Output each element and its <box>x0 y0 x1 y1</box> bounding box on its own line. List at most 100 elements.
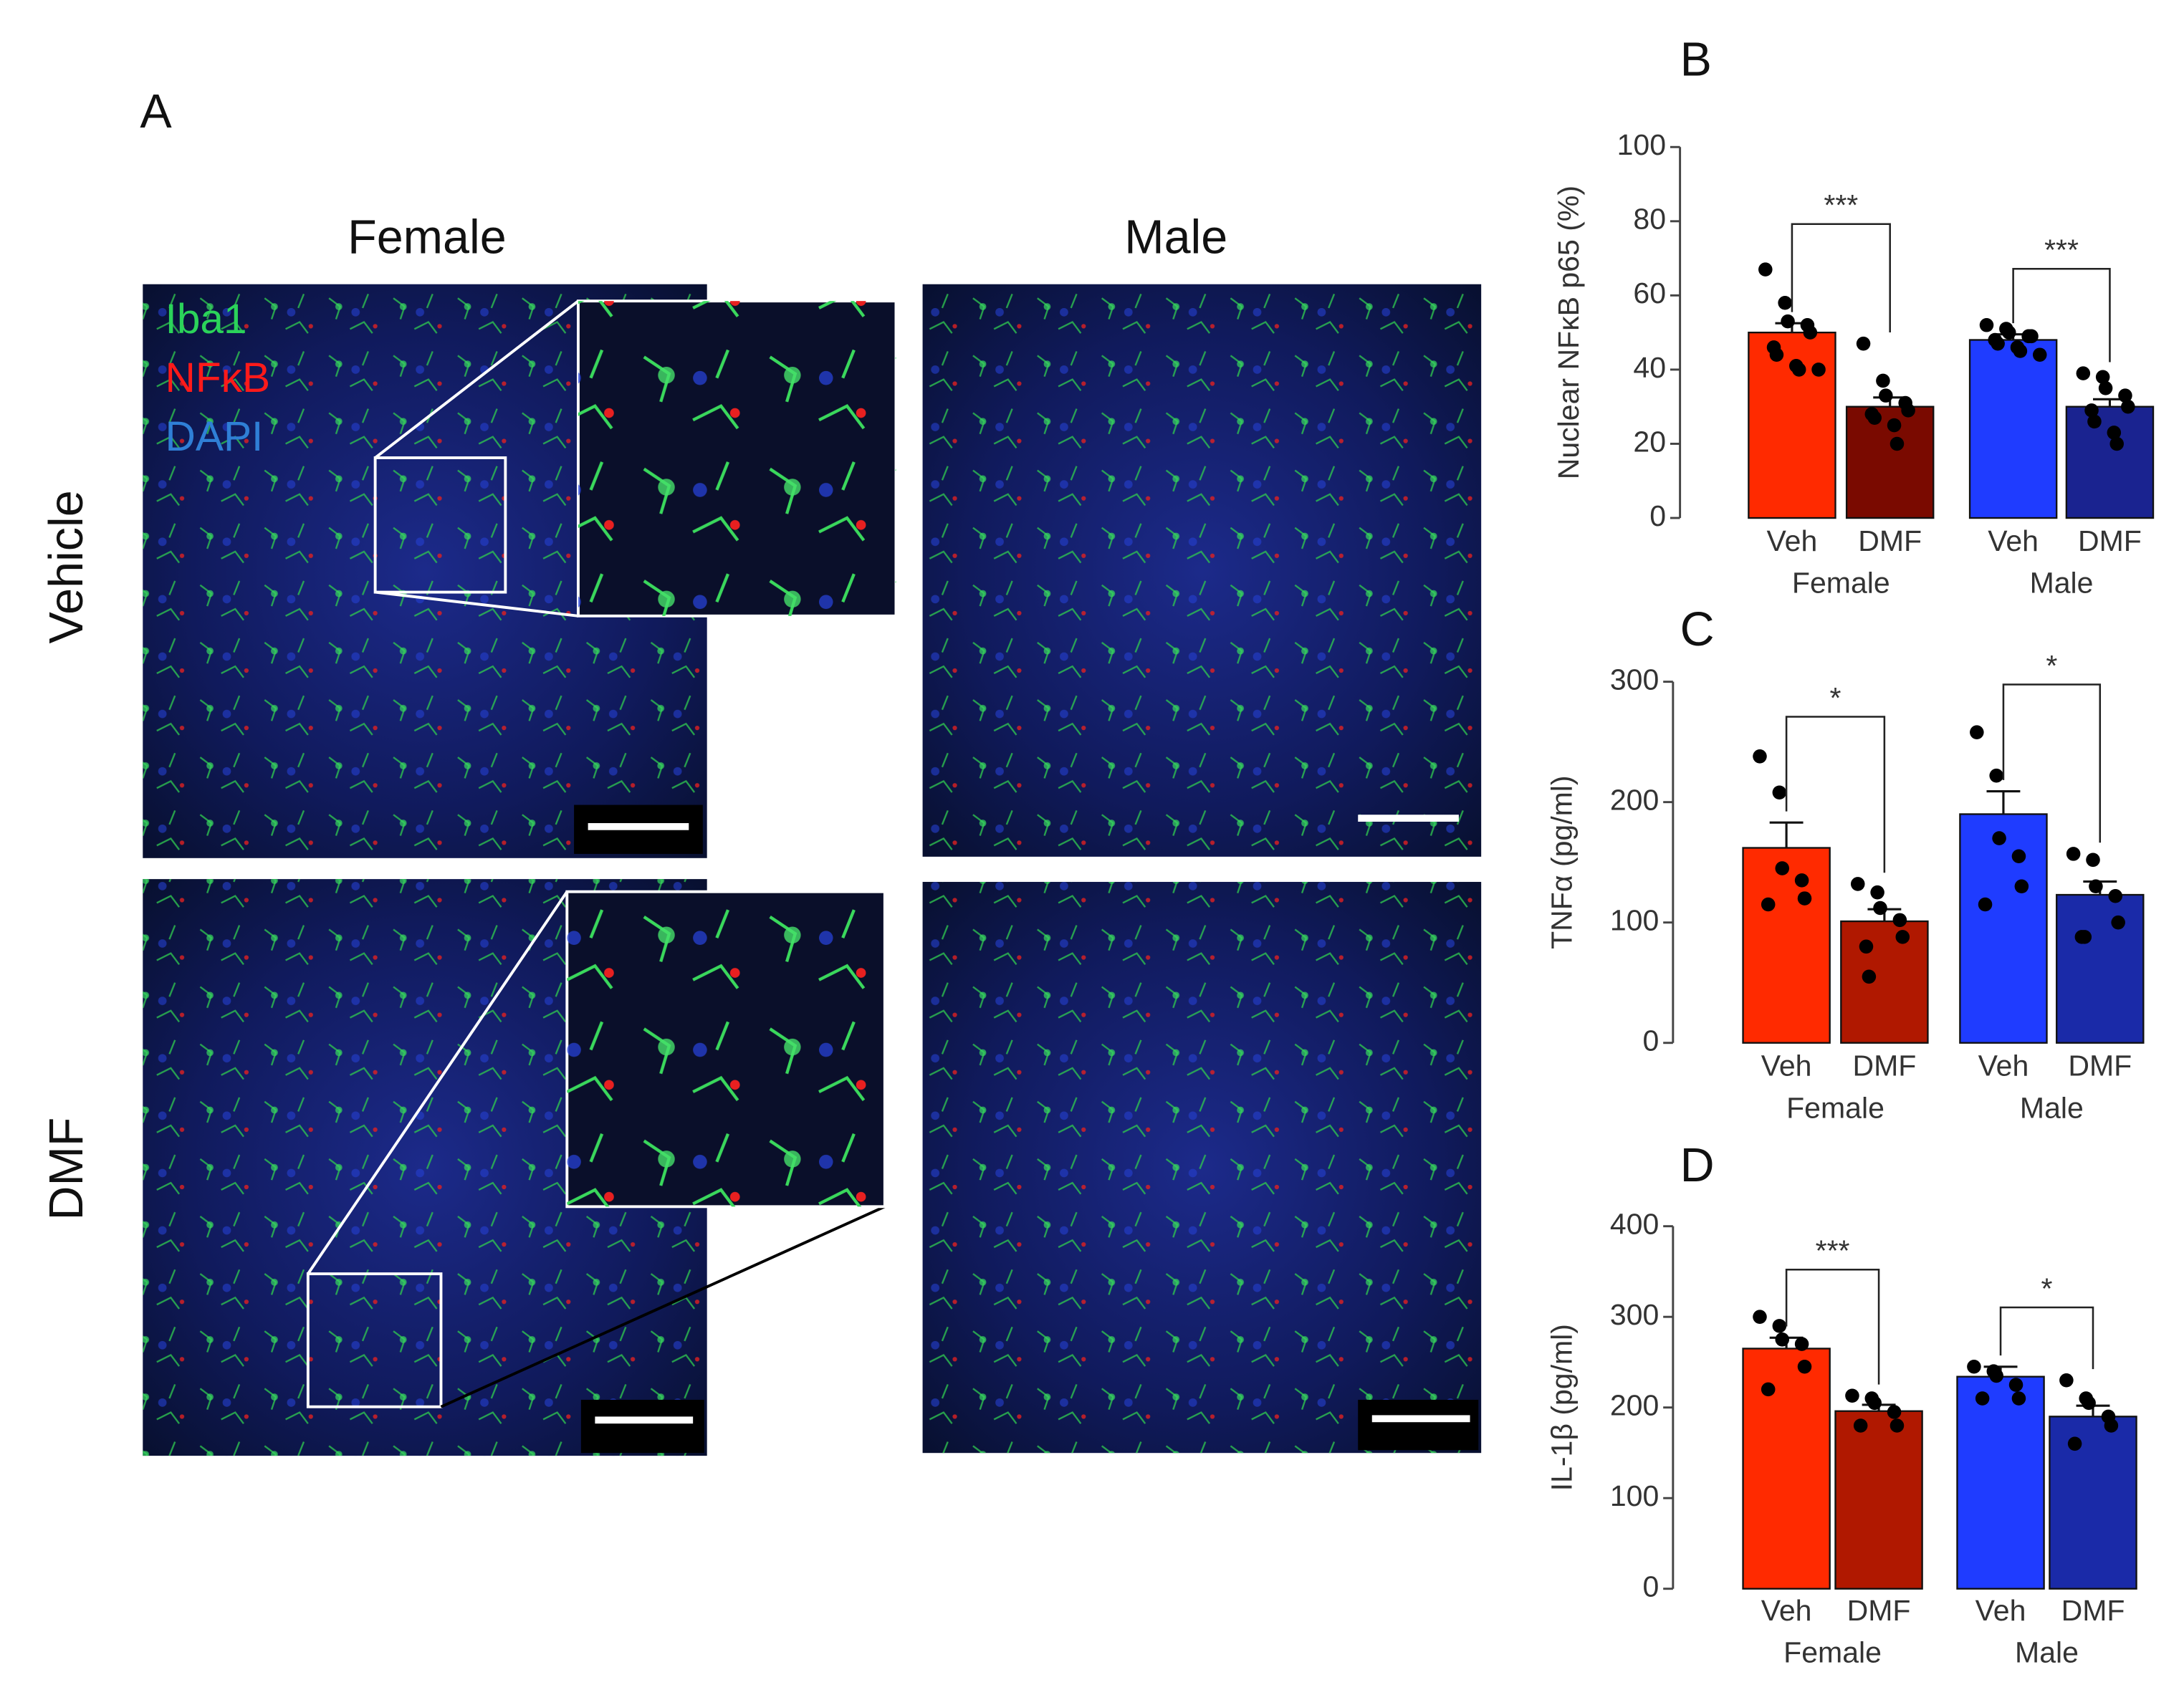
data-point <box>1778 295 1792 310</box>
group-label: Male <box>2020 1091 2084 1124</box>
panel-label: D <box>1680 1139 1715 1192</box>
group-label: Female <box>1792 567 1890 600</box>
zoom-line <box>374 299 580 459</box>
y-tick-label: 200 <box>1610 1389 1659 1422</box>
data-point <box>1853 1418 1868 1433</box>
data-point <box>1859 939 1874 954</box>
data-point <box>1892 913 1907 928</box>
scale-bar-bg <box>580 1399 704 1454</box>
data-point <box>1791 362 1806 377</box>
data-point <box>1769 347 1784 362</box>
data-point <box>1753 749 1767 764</box>
y-tick-label: 0 <box>1649 499 1666 532</box>
x-tick-label: Veh <box>1978 1050 2029 1082</box>
x-tick-label: DMF <box>2078 524 2142 557</box>
inset-overlay <box>578 301 896 616</box>
zoom-line <box>440 1205 886 1408</box>
data-point <box>1978 897 1993 912</box>
data-point <box>1970 725 1984 739</box>
data-point <box>2108 888 2123 903</box>
x-tick-label: Veh <box>1988 524 2039 557</box>
data-point <box>1775 861 1790 875</box>
bar <box>2065 405 2155 519</box>
y-tick-label: 100 <box>1617 128 1666 161</box>
x-tick-label: DMF <box>2061 1594 2125 1627</box>
zoom-box <box>373 456 507 594</box>
data-point <box>2086 852 2100 868</box>
data-point <box>1975 1391 1990 1406</box>
bar <box>2049 1416 2137 1590</box>
x-tick-label: DMF <box>1852 1050 1916 1082</box>
data-point <box>1758 262 1773 277</box>
significance-label: *** <box>1824 188 1858 221</box>
significance-label: * <box>1830 681 1841 714</box>
group-label: Male <box>2015 1636 2079 1668</box>
scale-bars <box>574 805 1479 1454</box>
zoom-box <box>306 1272 443 1408</box>
significance-bracket <box>1785 716 1886 873</box>
micrographs: Iba1 NFκB DAPI <box>143 284 1482 1456</box>
data-point <box>1794 1337 1809 1351</box>
data-point <box>2002 325 2016 340</box>
data-point <box>1867 1396 1882 1411</box>
data-point <box>1862 969 1877 984</box>
data-point <box>2095 370 2110 385</box>
data-point <box>2014 879 2029 894</box>
y-tick-label: 0 <box>1642 1570 1659 1603</box>
y-axis-label: Nuclear NFκB p65 (%) <box>1552 186 1585 479</box>
data-point <box>1811 362 1826 377</box>
data-point <box>2118 388 2132 403</box>
data-point <box>1895 930 1910 944</box>
scale-bar-bg <box>1358 1399 1479 1451</box>
data-point <box>1797 891 1812 906</box>
zoom-line <box>375 590 579 618</box>
column-label: Male <box>1124 211 1227 264</box>
error-bar <box>1986 789 2021 815</box>
data-point <box>1794 873 1809 888</box>
data-point <box>2084 403 2099 418</box>
x-tick-label: Veh <box>1767 524 1818 557</box>
bar <box>2056 893 2145 1044</box>
micrograph-overlay <box>922 882 1482 1454</box>
scale-bar <box>1371 1415 1470 1423</box>
column-label: Female <box>348 211 506 264</box>
data-point <box>2011 849 2026 864</box>
data-point <box>2011 1391 2026 1406</box>
data-point <box>2089 879 2103 894</box>
data-point <box>2008 1378 2023 1392</box>
data-point <box>1979 318 1994 332</box>
y-tick-label: 400 <box>1610 1208 1659 1241</box>
scale-bar <box>588 822 689 830</box>
panel-label: C <box>1680 603 1715 656</box>
data-point <box>2121 399 2135 414</box>
significance-label: * <box>2041 1272 2053 1305</box>
data-point <box>1850 877 1865 891</box>
data-point <box>1991 336 2005 351</box>
data-point <box>2098 381 2113 395</box>
bar <box>1834 1410 1923 1590</box>
zoom-line <box>307 890 568 1275</box>
row-label: DMF <box>40 1118 93 1221</box>
y-tick-label: 60 <box>1633 277 1666 309</box>
stain-label: DAPI <box>166 413 264 460</box>
error-bar <box>1769 821 1804 848</box>
significance-bracket <box>1999 1306 2094 1370</box>
data-point <box>1867 410 1882 426</box>
y-tick-label: 0 <box>1642 1024 1659 1057</box>
bar <box>1959 813 2048 1044</box>
row-label: Vehicle <box>40 490 93 643</box>
data-point <box>1901 403 1915 418</box>
data-point <box>2067 1436 2082 1451</box>
data-point <box>1761 897 1776 912</box>
data-point <box>2104 1418 2119 1433</box>
data-point <box>1890 436 1905 451</box>
data-point <box>1781 314 1795 329</box>
x-tick-label: DMF <box>1847 1594 1911 1627</box>
data-point <box>1753 1310 1767 1324</box>
data-point <box>2032 347 2047 362</box>
x-tick-label: DMF <box>1858 524 1922 557</box>
y-tick-label: 300 <box>1610 663 1659 696</box>
micrograph-overlay <box>922 284 1482 857</box>
data-point <box>1876 373 1890 388</box>
